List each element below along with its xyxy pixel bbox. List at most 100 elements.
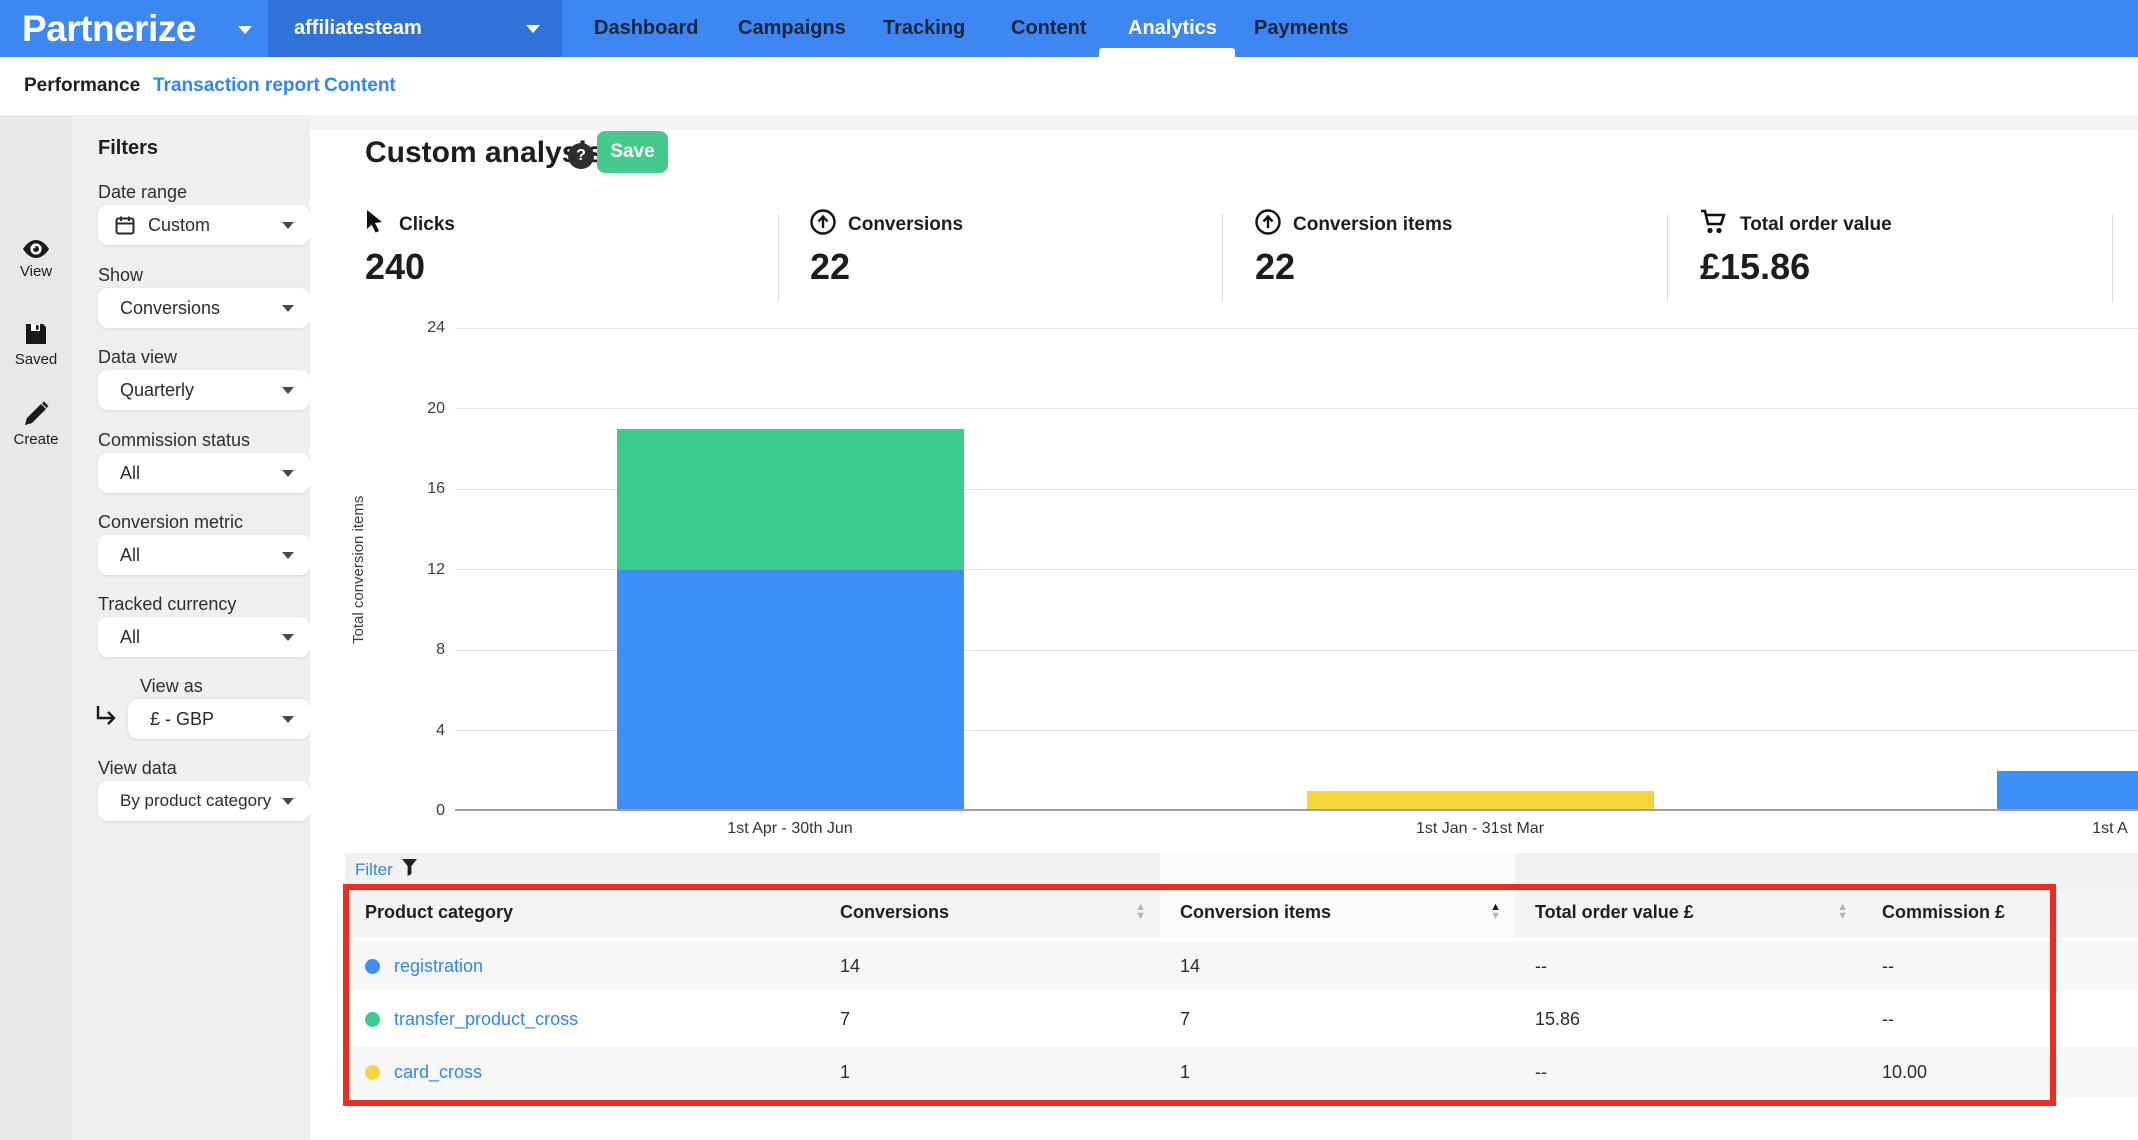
column-header-label: Commission £ [1882,902,2005,923]
y-tick-label: 16 [393,480,445,498]
product-category-link[interactable]: registration [394,956,483,977]
view-as-currency-select[interactable]: £ - GBP [128,699,310,739]
x-category-label: 1st Jan - 31st Mar [1320,820,1640,838]
chevron-down-icon [282,470,294,477]
y-tick-label: 4 [393,722,445,740]
sort-arrows-icon[interactable]: ▲▼ [1135,903,1146,921]
floppy-icon [0,321,72,347]
column-header-label: Product category [365,902,513,923]
help-icon[interactable]: ? [568,143,594,169]
filters-panel: Filters Date range Custom Show Conversio… [72,115,310,1140]
date-range-select[interactable]: Custom [98,205,310,245]
nav-content[interactable]: Content [1011,0,1087,57]
chevron-down-icon [282,634,294,641]
series-color-dot [365,1012,380,1027]
top-bar: Partnerize affiliatesteam Dashboard Camp… [0,0,2138,57]
rail-saved[interactable]: Saved [0,321,72,368]
column-header-product-category[interactable]: Product category [345,886,820,938]
cell-conversions: 7 [820,994,1160,1044]
cell-conversion-items: 14 [1160,941,1515,991]
date-range-value: Custom [148,205,210,245]
subnav-performance[interactable]: Performance [24,57,140,115]
nav-dashboard[interactable]: Dashboard [594,0,698,57]
active-tab-indicator [1099,48,1235,57]
cell-conversion-items: 1 [1160,1047,1515,1097]
table-row: card_cross 1 1 -- 10.00 [345,1044,2138,1097]
stat-conversion-items: Conversion items 22 [1255,210,1675,305]
table-row: transfer_product_cross 7 7 15.86 -- [345,991,2138,1044]
branch-arrow-icon [94,705,118,732]
data-view-select[interactable]: Quarterly [98,370,310,410]
cursor-icon [365,209,387,241]
filter-label-date-range: Date range [98,182,187,203]
eye-icon [0,239,72,259]
stat-divider [1222,214,1223,302]
rail-view[interactable]: View [0,239,72,280]
save-button[interactable]: Save [597,131,668,173]
cell-commission: -- [1862,941,2138,991]
column-header-label: Conversions [840,902,949,923]
filter-label-view-as: View as [140,676,203,697]
cell-total-order-value: -- [1515,1047,1862,1097]
subnav-transaction-report[interactable]: Transaction report [153,57,320,115]
commission-status-value: All [120,453,140,493]
logo-chevron-down-icon[interactable] [238,26,252,34]
sort-arrows-icon[interactable]: ▲▼ [1837,903,1848,921]
rail-view-label: View [0,263,72,280]
column-header-conversions[interactable]: Conversions ▲▼ [820,886,1160,938]
column-header-conversion-items[interactable]: Conversion items ▲▼ [1160,886,1515,938]
table-filter-toggle[interactable]: Filter [355,860,393,880]
column-header-total-order-value[interactable]: Total order value £ ▲▼ [1515,886,1862,938]
y-tick-label: 0 [393,802,445,820]
chart-y-axis-title: Total conversion items [350,460,370,680]
partnerize-logo[interactable]: Partnerize [22,0,196,57]
subnav-content[interactable]: Content [324,57,396,115]
stat-conversions-value: 22 [810,246,1230,288]
gridline [455,408,2138,409]
tracked-currency-select[interactable]: All [98,617,310,657]
show-select[interactable]: Conversions [98,288,310,328]
sort-arrows-icon[interactable]: ▲▼ [1490,903,1501,921]
bar-segment-registration[interactable] [1997,771,2138,811]
show-value: Conversions [120,288,220,328]
rail-create[interactable]: Create [0,401,72,448]
filter-label-tracked-currency: Tracked currency [98,594,236,615]
stat-conversions: Conversions 22 [810,210,1230,305]
view-data-select[interactable]: By product category [98,781,310,821]
bar-segment-registration[interactable] [617,570,964,812]
funnel-icon[interactable] [401,858,418,882]
conversion-metric-select[interactable]: All [98,535,310,575]
product-category-link[interactable]: transfer_product_cross [394,1009,578,1030]
y-tick-label: 20 [393,400,445,418]
conversion-metric-value: All [120,535,140,575]
filter-label-conversion-metric: Conversion metric [98,512,243,533]
stat-clicks-label: Clicks [399,214,455,236]
main-content: Custom analysis ? Save Clicks 240 Conver… [310,115,2138,1140]
cell-total-order-value: -- [1515,941,1862,991]
cart-icon [1700,209,1728,241]
stat-conversions-label: Conversions [848,214,963,236]
account-selector[interactable]: affiliatesteam [268,0,562,57]
bar-segment-transfer_product_cross[interactable] [617,429,964,570]
circle-up-icon [1255,209,1281,241]
nav-payments[interactable]: Payments [1254,0,1349,57]
product-category-link[interactable]: card_cross [394,1062,482,1083]
bar-segment-card_cross[interactable] [1307,791,1654,811]
commission-status-select[interactable]: All [98,453,310,493]
calendar-icon [115,215,135,240]
filter-label-commission-status: Commission status [98,430,250,451]
stat-conversion-items-value: 22 [1255,246,1675,288]
chevron-down-icon [282,305,294,312]
series-color-dot [365,1065,380,1080]
stat-divider [2112,214,2113,302]
cell-conversion-items: 7 [1160,994,1515,1044]
x-category-label: 1st Apr - 30th Jun [630,820,950,838]
y-tick-label: 8 [393,641,445,659]
stat-clicks: Clicks 240 [365,210,785,305]
y-tick-label: 12 [393,561,445,579]
nav-campaigns[interactable]: Campaigns [738,0,846,57]
filter-label-show: Show [98,265,143,286]
stat-conversion-items-label: Conversion items [1293,214,1452,236]
column-header-commission[interactable]: Commission £ [1862,886,2138,938]
nav-tracking[interactable]: Tracking [883,0,965,57]
